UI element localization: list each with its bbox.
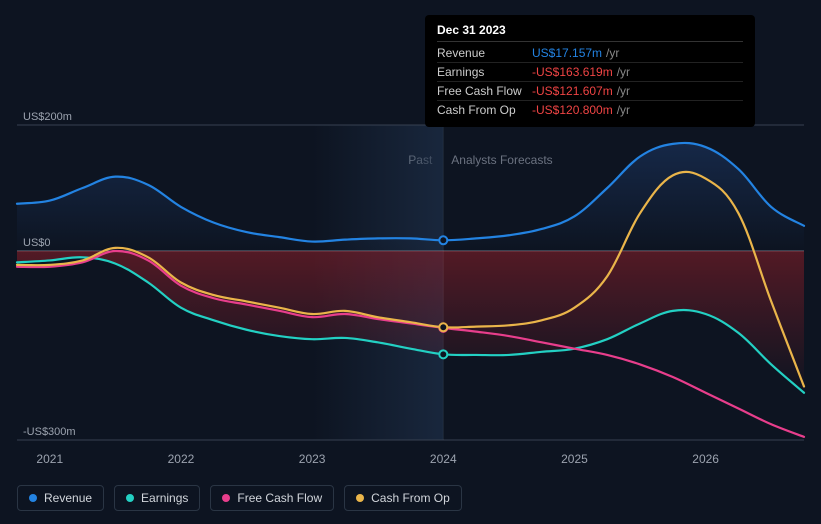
tooltip-suffix: /yr [617, 65, 630, 79]
y-axis-label: US$200m [23, 111, 72, 123]
x-axis-label: 2021 [36, 452, 63, 466]
marker-cash_from_op [439, 323, 447, 331]
legend-dot-icon [356, 494, 364, 502]
chart-tooltip: Dec 31 2023 Revenue US$17.157m /yr Earni… [425, 15, 755, 127]
chart-legend: Revenue Earnings Free Cash Flow Cash From O… [17, 485, 462, 511]
x-axis-label: 2024 [430, 452, 457, 466]
tooltip-value: -US$163.619m [532, 65, 613, 79]
tooltip-value: -US$120.800m [532, 103, 613, 117]
tooltip-label: Cash From Op [437, 103, 532, 117]
tooltip-row-revenue: Revenue US$17.157m /yr [437, 44, 743, 63]
tooltip-label: Revenue [437, 46, 532, 60]
tooltip-label: Free Cash Flow [437, 84, 532, 98]
y-axis-label: US$0 [23, 237, 51, 249]
tooltip-date: Dec 31 2023 [437, 23, 743, 42]
legend-label: Cash From Op [371, 491, 450, 505]
financials-chart[interactable] [17, 125, 804, 440]
tooltip-value: US$17.157m [532, 46, 602, 60]
tooltip-row-free_cash_flow: Free Cash Flow -US$121.607m /yr [437, 82, 743, 101]
x-axis-label: 2023 [299, 452, 326, 466]
legend-item-revenue[interactable]: Revenue [17, 485, 104, 511]
tooltip-value: -US$121.607m [532, 84, 613, 98]
legend-item-cash_from_op[interactable]: Cash From Op [344, 485, 462, 511]
marker-earnings [439, 350, 447, 358]
legend-item-free_cash_flow[interactable]: Free Cash Flow [210, 485, 334, 511]
tooltip-row-cash_from_op: Cash From Op -US$120.800m /yr [437, 101, 743, 119]
legend-dot-icon [222, 494, 230, 502]
tooltip-suffix: /yr [617, 84, 630, 98]
tooltip-suffix: /yr [606, 46, 619, 60]
x-axis-label: 2025 [561, 452, 588, 466]
legend-dot-icon [29, 494, 37, 502]
x-axis-label: 2026 [692, 452, 719, 466]
legend-dot-icon [126, 494, 134, 502]
y-axis-label: -US$300m [23, 426, 76, 438]
tooltip-label: Earnings [437, 65, 532, 79]
legend-label: Revenue [44, 491, 92, 505]
legend-item-earnings[interactable]: Earnings [114, 485, 200, 511]
marker-revenue [439, 236, 447, 244]
legend-label: Earnings [141, 491, 188, 505]
legend-label: Free Cash Flow [237, 491, 322, 505]
tooltip-suffix: /yr [617, 103, 630, 117]
x-axis-label: 2022 [168, 452, 195, 466]
tooltip-row-earnings: Earnings -US$163.619m /yr [437, 63, 743, 82]
